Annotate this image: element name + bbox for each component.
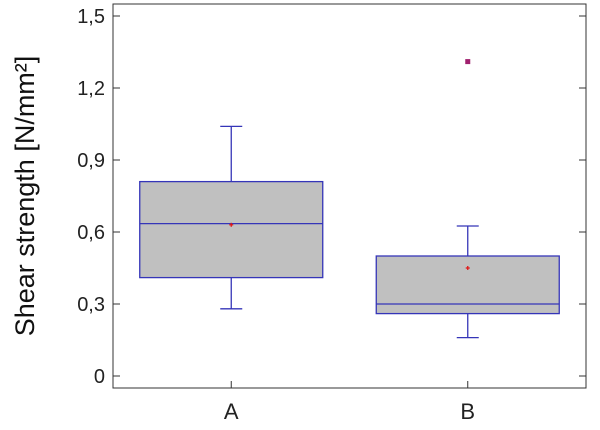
iqr-box xyxy=(139,180,324,279)
x-tick-label: B xyxy=(460,399,475,424)
y-tick-label: 0 xyxy=(94,366,105,388)
y-tick-label: 0,9 xyxy=(77,150,105,172)
outlier-point xyxy=(465,59,471,65)
plot-frame xyxy=(112,3,587,389)
box-series xyxy=(139,59,560,339)
y-axis-ticks: 0 0,3 0,6 0,9 1,2 1,5 xyxy=(77,6,586,388)
box-B xyxy=(375,59,560,339)
y-tick-label: 1,2 xyxy=(77,78,105,100)
box-A xyxy=(139,125,324,310)
iqr-box xyxy=(375,255,560,315)
y-tick-label: 1,5 xyxy=(77,6,105,28)
y-tick-label: 0,3 xyxy=(77,294,105,316)
x-tick-label: A xyxy=(224,399,239,424)
y-tick-label: 0,6 xyxy=(77,222,105,244)
y-axis-title: Shear strength [N/mm²] xyxy=(10,56,40,337)
